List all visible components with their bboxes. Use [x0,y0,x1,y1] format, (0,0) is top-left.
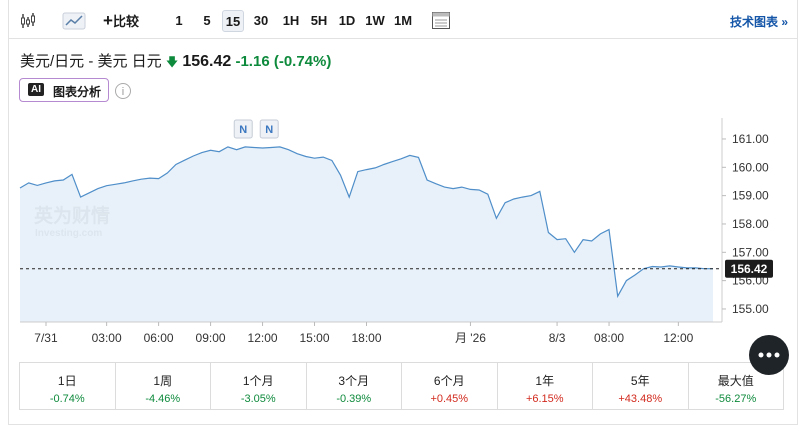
y-tick-label: 158.00 [732,217,769,231]
period-label: 1周 [153,374,173,388]
price: 156.42 [182,53,232,70]
y-tick-label: 160.00 [732,160,769,174]
ai-badge: AI [28,83,44,96]
x-tick-label: 7/31 [34,331,58,345]
x-tick-label: 8/3 [549,331,566,345]
period-label: 最大值 [717,374,754,388]
x-tick-label: 08:00 [594,331,624,345]
widget [8,0,798,425]
performance-cell[interactable]: 1周 -4.46% [114,363,211,409]
performance-cell[interactable]: 1日 -0.74% [20,363,115,409]
period-label: 3个月 [338,374,370,388]
x-tick-label: 06:00 [144,331,174,345]
interval-button[interactable]: 1D [338,13,356,28]
tech-chart-link[interactable]: 技术图表 » [729,15,788,29]
interval-button[interactable]: 5H [310,13,328,28]
instrument-name: 美元/日元 - 美元 日元 [20,53,162,70]
info-icon[interactable]: i [114,82,132,100]
interval-button[interactable]: 1 [175,13,183,28]
period-label: 5年 [630,374,650,388]
last-price-box [725,259,773,278]
ai-analysis-button[interactable]: AI 图表分析 [19,78,109,102]
performance-cell[interactable]: 最大值 -56.27% [687,363,784,409]
x-tick-label: 09:00 [196,331,226,345]
more-button[interactable] [749,335,789,375]
compare-label: 比较 [112,14,139,29]
period-change: +43.48% [618,393,663,405]
ai-button-label: 图表分析 [53,85,102,99]
performance-cell[interactable]: 6个月 +0.45% [401,363,497,409]
period-change: -4.46% [145,393,181,405]
y-tick-label: 155.00 [732,302,769,316]
period-label: 1个月 [242,374,274,388]
x-tick-label: 15:00 [300,331,330,345]
chart-type-icons[interactable] [20,11,90,31]
interval-button[interactable]: 30 [253,13,269,28]
period-change: -0.74% [49,393,85,405]
period-change: -3.05% [240,393,276,405]
interval-button[interactable]: 5 [203,13,211,28]
svg-text:i: i [122,86,124,98]
y-tick-label: 159.00 [732,189,769,203]
x-tick-label: 12:00 [663,331,693,345]
down-arrow: 🡇 [165,55,179,69]
news-marker-label: N [239,124,247,136]
period-change: -56.27% [715,393,757,405]
quote-header: 美元/日元 - 美元 日元 🡇 156.42 -1.16 (-0.74%) [20,50,331,74]
change: -1.16 [235,53,270,70]
toolbar: +比较 1 5 15 30 1H 5H 1D 1W 1M 技术图表 » [8,0,798,39]
interval-button[interactable]: 1M [393,13,413,28]
performance-table: 1日 -0.74% 1周 -4.46% 1个月 -3.05% 3个月 -0.39% 6个月 +0.… [19,362,784,410]
compare-button[interactable]: +比较 [103,11,139,30]
news-marker [259,119,279,139]
interval-button[interactable]: 1W [365,13,385,28]
x-tick-label: 12:00 [248,331,278,345]
performance-cell[interactable]: 5年 +43.48% [592,363,688,409]
area-fill [20,146,713,322]
news-marker-label: N [265,124,273,136]
change-percent: (-0.74%) [273,53,332,70]
x-tick-label: 月 '26 [455,331,486,345]
table-icon[interactable] [431,11,451,31]
period-change: -0.39% [336,393,372,405]
period-change: +6.15% [525,393,564,405]
interval-button[interactable]: 1H [282,13,300,28]
news-marker [233,119,253,139]
x-tick-label: 18:00 [351,331,381,345]
performance-cell[interactable]: 3个月 -0.39% [305,363,402,409]
performance-cell[interactable]: 1个月 -3.05% [210,363,306,409]
y-tick-label: 161.00 [732,132,769,146]
x-tick-label: 03:00 [92,331,122,345]
period-label: 1日 [57,374,77,388]
period-label: 6个月 [433,374,465,388]
y-tick-label: 157.00 [732,245,769,259]
period-label: 1年 [535,374,555,388]
chart: 英为财情Investing.com155.00156.00157.00158.0… [19,118,773,345]
interval-button[interactable]: 15 [222,10,244,32]
last-price-label: 156.42 [731,262,768,276]
price-line [19,146,713,299]
performance-cell[interactable]: 1年 +6.15% [496,363,593,409]
period-change: +0.45% [430,393,469,405]
